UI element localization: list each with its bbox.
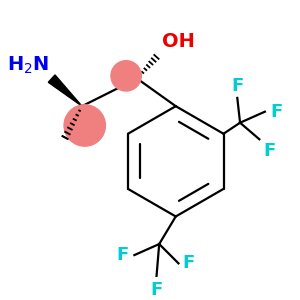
Text: OH: OH	[162, 32, 195, 51]
Text: H$_2$N: H$_2$N	[7, 55, 49, 76]
Text: F: F	[270, 103, 283, 121]
Text: F: F	[231, 77, 243, 95]
Text: F: F	[263, 142, 276, 160]
Circle shape	[64, 105, 105, 146]
Circle shape	[111, 61, 141, 91]
Text: F: F	[117, 246, 129, 264]
Polygon shape	[48, 75, 82, 106]
Text: F: F	[183, 254, 195, 272]
Text: F: F	[150, 281, 163, 299]
